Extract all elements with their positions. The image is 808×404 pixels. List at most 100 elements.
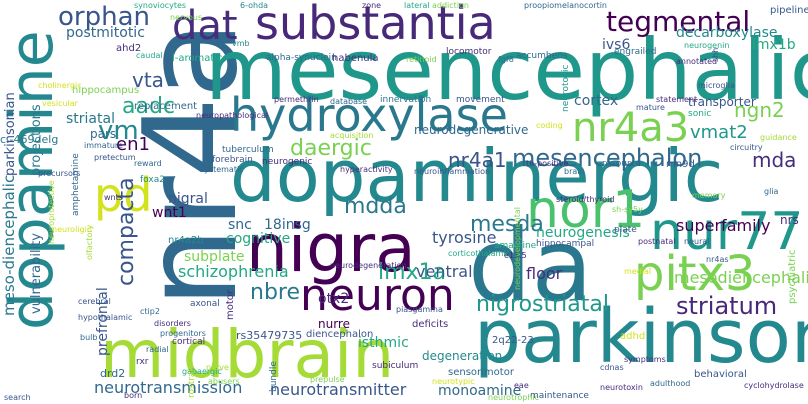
word-hydroxylase: hydroxylase <box>230 88 508 142</box>
word-postnatal: postnatal <box>638 237 676 246</box>
word-nr4as: nr4as <box>706 255 729 264</box>
word-mdda: mdda <box>344 194 407 219</box>
word-circuitry: circuitry <box>730 143 763 152</box>
word-glia: glia <box>764 187 779 196</box>
word-disorders: disorders <box>154 319 191 328</box>
word-cortex: cortex <box>574 93 619 109</box>
word-deficits: deficits <box>412 319 449 330</box>
word-precursors: precursors <box>38 169 81 178</box>
word-18insg: 18insg <box>264 217 311 233</box>
word-nr4a2b: nr4a2b <box>168 235 204 246</box>
word-neurogenesis: neurogenesis <box>536 225 630 241</box>
word-rxr: rxr <box>136 357 149 367</box>
word-neuropathological: neuropathological <box>196 111 269 120</box>
word-hippocampus: hippocampus <box>72 85 140 96</box>
word-neurotypic: neurotypic <box>432 377 475 386</box>
word-nervous: nervous <box>170 13 203 22</box>
word-bundle: bundle <box>269 361 279 392</box>
word-ngn2: ngn2 <box>734 98 785 122</box>
word-schizophrenia: schizophrenia <box>178 262 289 281</box>
word-drd2: drd2 <box>100 367 126 380</box>
word-nerve: nerve <box>206 363 229 372</box>
word-c-469delg: c.-469delg <box>0 133 59 146</box>
word-superfamily: superfamily <box>676 216 771 235</box>
word-monoamine: monoamine <box>438 383 522 399</box>
word-behavioral: behavioral <box>694 369 747 380</box>
word-cyclohydrolase: cyclohydrolase <box>744 381 804 390</box>
word-striatum: striatum <box>676 292 778 320</box>
word-mda: mda <box>752 148 797 172</box>
word-neurotoxic: neurotoxic <box>561 64 571 113</box>
word-forebrain: forebrain <box>212 155 253 165</box>
word-plate: plate <box>614 225 637 235</box>
word-otx2: otx2 <box>318 291 350 307</box>
word-ahd2: ahd2 <box>116 43 142 54</box>
word-caudal: caudal <box>136 51 163 60</box>
word-mature: mature <box>636 103 665 112</box>
word-neuroinflammation: neuroinflammation <box>414 167 491 176</box>
word-en1: en1 <box>116 134 150 155</box>
word-nigral: nigral <box>168 191 208 207</box>
word-immature: immature <box>84 141 123 150</box>
word-shh: shh <box>711 47 720 62</box>
word-engrailed: engrailed <box>614 47 657 57</box>
word-wnt1: wnt1 <box>152 205 187 221</box>
word-adulthood: adulthood <box>650 379 691 388</box>
word-neurotoxin: neurotoxin <box>600 383 643 392</box>
word-proopiomelanocortin: proopiomelanocortin <box>524 1 607 10</box>
word-pretectum: pretectum <box>94 153 136 162</box>
word-lmx1b: lmx1b <box>752 37 796 53</box>
word-statement: statement <box>656 95 698 104</box>
word-coding: coding <box>536 121 563 130</box>
word-floor: floor <box>526 264 563 283</box>
word-permethrin: permethrin <box>274 95 319 104</box>
word-radial: radial <box>146 345 169 354</box>
word-ctip2: ctip2 <box>140 307 160 316</box>
word-neurogenic: neurogenic <box>262 157 313 167</box>
word-fgf8: fgf8 <box>498 55 514 64</box>
word-acquisition: acquisition <box>330 131 374 140</box>
word-cerebral: cerebral <box>78 297 111 306</box>
word-reward: reward <box>134 159 162 168</box>
word-microglia: microglia <box>698 81 735 90</box>
word-replacement: replacement <box>134 101 198 112</box>
word-isthmic: isthmic <box>358 335 409 351</box>
word-subplate: subplate <box>184 249 245 265</box>
word-steroid-thyroid: steroid/thyroid <box>556 195 615 204</box>
word-prepulse: prepulse <box>310 375 345 384</box>
word-mesencephalon: mesencephalon <box>512 144 703 172</box>
word-axonal: axonal <box>190 299 220 309</box>
word-neural: neural <box>684 237 710 246</box>
word-sensorimotor: sensorimotor <box>448 367 514 378</box>
word-vm: vm <box>98 116 139 146</box>
word-alpha-synuclein: alpha-synuclein <box>266 53 337 63</box>
word-e11-5: e11.5 <box>504 251 527 260</box>
word-psychiatric: psychiatric <box>787 249 798 304</box>
word-mn9d: mn9d <box>666 159 695 170</box>
word-innervation: innervation <box>380 95 432 105</box>
word-postmitotic: postmitotic <box>66 25 145 41</box>
word-lateral: lateral <box>404 1 430 10</box>
word-locomotor: locomotor <box>446 47 492 57</box>
word-degeneration: degeneration <box>422 349 503 363</box>
word-vmb: vmb <box>232 39 250 48</box>
word-neurodegeneration: neurodegeneration <box>330 261 407 270</box>
word-midbrain: midbrain <box>100 316 395 393</box>
word-daergic: daergic <box>290 136 372 161</box>
word-6-ohda: 6-ohda <box>240 1 269 10</box>
word-cholinergic: cholinergic <box>38 81 82 90</box>
word-ventral: ventral <box>416 262 473 281</box>
word-accumbens: accumbens <box>516 51 568 61</box>
word-adhd: adhd <box>620 331 646 342</box>
word-tegmental: tegmental <box>606 5 751 38</box>
word-nur77: nur77 <box>650 202 804 262</box>
word-parkinson: parkinson <box>474 294 808 380</box>
word-decarboxylase: decarboxylase <box>676 25 778 41</box>
word-transporter: transporter <box>688 95 756 109</box>
word-motor: motor <box>225 289 236 320</box>
word-brain: brain <box>564 167 585 176</box>
word-tuberculum: tuberculum <box>222 145 274 155</box>
word-snc: snc <box>228 217 252 233</box>
word-lmx1a: lmx1a <box>378 260 447 285</box>
